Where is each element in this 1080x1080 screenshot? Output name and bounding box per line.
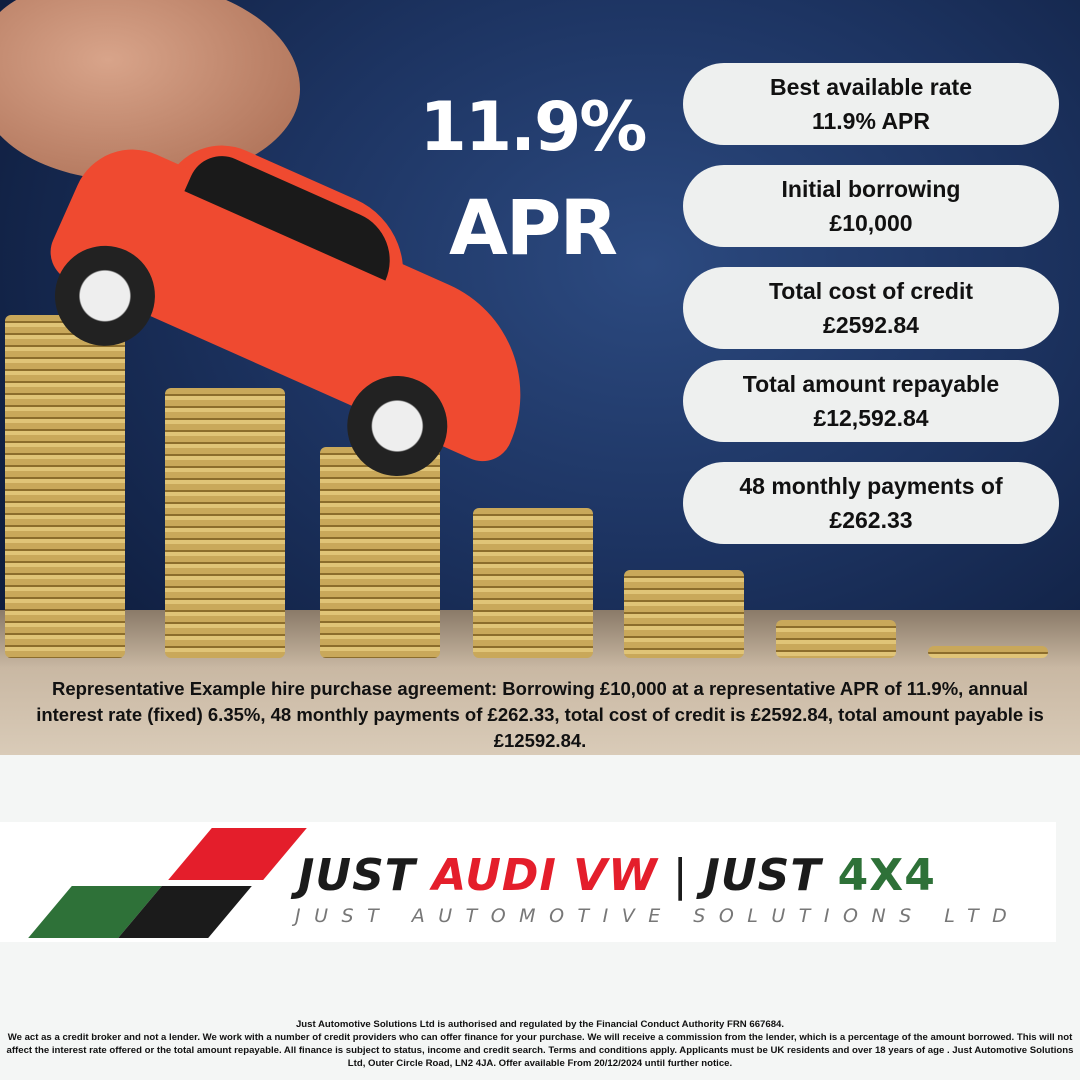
fca-statement: Just Automotive Solutions Ltd is authori… (295, 1019, 785, 1030)
logo-red-shape (168, 828, 307, 880)
coin-stack (928, 646, 1048, 658)
coin-stack (320, 447, 440, 658)
card-best-rate: Best available rate 11.9% APR (683, 63, 1059, 145)
card-title: 48 monthly payments of (739, 473, 1003, 499)
coin-stack (5, 315, 125, 658)
company-logo: JUST AUDI VW | JUST 4X4 JUST AUTOMOTIVE … (0, 822, 1056, 942)
headline-apr: 11.9% APR (400, 78, 665, 278)
logo-wordmark: JUST AUDI VW | JUST 4X4 (298, 850, 936, 901)
card-initial-borrowing: Initial borrowing £10,000 (683, 165, 1059, 247)
card-title: Total amount repayable (742, 371, 1000, 397)
representative-example: Representative Example hire purchase agr… (36, 678, 1044, 751)
coin-stack (776, 620, 896, 658)
card-value: £10,000 (829, 210, 913, 236)
headline-label: APR (448, 183, 618, 272)
card-title: Best available rate (769, 74, 972, 100)
hero-photo: 11.9% APR Best available rate 11.9% APR I… (0, 0, 1080, 755)
coin-stack (624, 570, 744, 658)
broker-disclaimer: We act as a credit broker and not a lend… (6, 1032, 1074, 1069)
coin-stack (473, 508, 593, 658)
hand (0, 0, 300, 180)
card-title: Initial borrowing (781, 176, 961, 202)
card-value: £12,592.84 (813, 405, 929, 431)
coin-stack (165, 388, 285, 658)
legal-disclaimer: Just Automotive Solutions Ltd is authori… (0, 1018, 1080, 1070)
card-value: £262.33 (829, 507, 913, 533)
card-monthly-payments: 48 monthly payments of £262.33 (683, 462, 1059, 544)
card-value: 11.9% APR (811, 108, 931, 134)
card-title: Total cost of credit (768, 278, 974, 304)
card-total-cost: Total cost of credit £2592.84 (683, 267, 1059, 349)
card-total-repayable: Total amount repayable £12,592.84 (683, 360, 1059, 442)
logo-subtitle: JUST AUTOMOTIVE SOLUTIONS LTD (295, 905, 1021, 927)
headline-rate: 11.9% (419, 88, 648, 167)
card-value: £2592.84 (823, 312, 919, 338)
